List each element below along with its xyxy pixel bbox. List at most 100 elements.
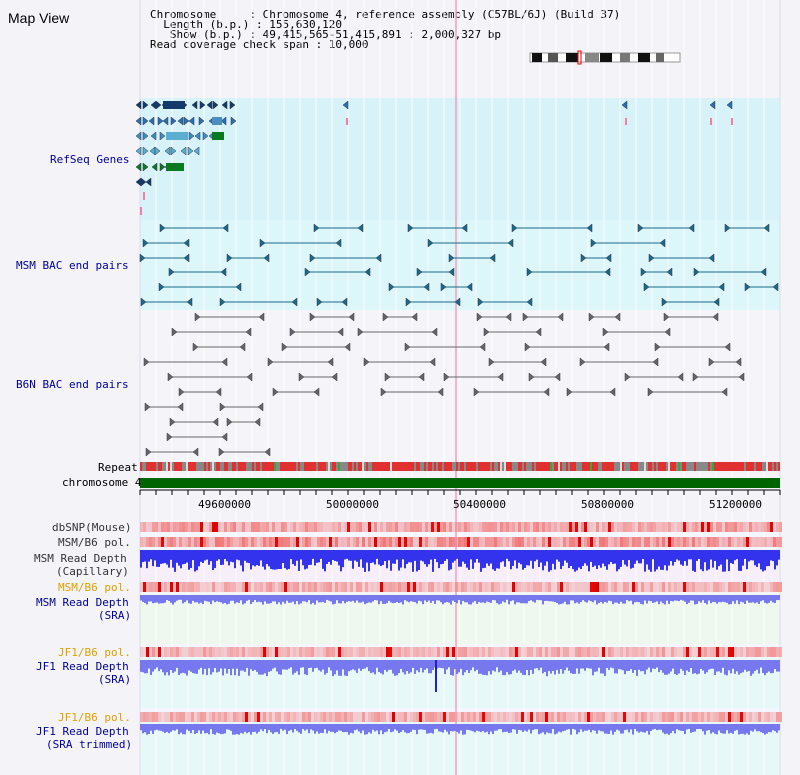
jf1-b6-pol-cell — [242, 647, 245, 657]
msm-b6-pol2-cell — [173, 582, 176, 592]
jf1-b6-pol2-cell — [629, 712, 632, 722]
jf1-b6-pol-cell — [761, 647, 764, 657]
msm-sra-depth-bar — [472, 595, 474, 603]
jf1-b6-pol2-cell — [467, 712, 470, 722]
jf1-b6-pol2-cell — [203, 712, 206, 722]
msm-capillary-depth-bar — [490, 550, 492, 564]
msm-b6-pol-cell — [497, 537, 500, 547]
jf1-b6-pol2-cell — [533, 712, 536, 722]
repeat-segment — [172, 462, 174, 471]
jf1-b6-pol-cell — [413, 647, 416, 657]
jf1-trim-depth-bar — [574, 724, 576, 730]
repeat-segment — [706, 462, 708, 471]
msm-capillary-depth-bar — [208, 550, 210, 565]
dbsnp-cell — [581, 522, 584, 532]
msm-b6-pol2-cell — [428, 582, 431, 592]
feature-arrow — [380, 387, 387, 397]
repeat-segment — [506, 462, 508, 471]
jf1-trim-depth-bar — [520, 724, 522, 731]
msm-sra-depth-bar — [602, 595, 604, 604]
msm-b6-pol2-cell — [683, 582, 686, 592]
jf1-trim-depth-bar — [366, 724, 368, 735]
msm-b6-pol2-cell — [512, 582, 515, 592]
jf1-b6-pol-cell — [752, 647, 755, 657]
repeat-segment — [224, 462, 226, 471]
dbsnp-cell — [407, 522, 410, 532]
jf1-trim-depth-bar — [468, 724, 470, 730]
jf1-b6-pol2-cell — [200, 712, 203, 722]
jf1-sra-depth-bar — [276, 660, 278, 672]
msm-sra-depth-bar — [558, 595, 560, 605]
msm-sra-depth-bar — [302, 595, 304, 602]
msm-sra-depth-bar — [168, 595, 170, 601]
jf1-trim-depth-bar — [580, 724, 582, 730]
msm-b6-pol-cell — [263, 537, 266, 547]
msm-b6-pol2-cell — [152, 582, 155, 592]
msm-b6-pol2-cell — [488, 582, 491, 592]
repeat-segment — [684, 462, 686, 471]
repeat-segment — [640, 462, 642, 471]
msm-capillary-depth-bar — [282, 550, 284, 564]
msm-b6-pol2-cell — [236, 582, 239, 592]
jf1-sra-depth-bar — [670, 660, 672, 672]
feature-arrow — [488, 357, 495, 367]
axis-tick-label: 51200000 — [709, 498, 762, 511]
repeat-segment — [466, 462, 468, 471]
jf1-sra-depth-bar — [496, 660, 498, 668]
msm-b6-pol-cell — [539, 537, 542, 547]
jf1-trim-depth-bar — [514, 724, 516, 730]
jf1-b6-pol2-cell — [170, 712, 173, 722]
jf1-read-depth-sub: (SRA) — [98, 673, 132, 686]
jf1-sra-depth-bar — [702, 660, 704, 671]
msm-sra-depth-bar — [234, 595, 236, 604]
msm-sra-depth-bar — [760, 595, 762, 602]
jf1-b6-pol2-cell — [338, 712, 341, 722]
msm-sra-depth-bar — [644, 595, 646, 601]
msm-sra-depth-bar — [378, 595, 380, 605]
jf1-b6-pol2-cell — [566, 712, 569, 722]
msm-b6-pol2-cell — [350, 582, 353, 592]
msm-capillary-depth-bar — [440, 550, 442, 565]
jf1-trim-depth-bar — [294, 724, 296, 730]
jf1-sra-depth-bar — [532, 660, 534, 674]
feature-arrow — [647, 387, 654, 397]
feature-arrow — [169, 417, 176, 427]
jf1-sra-depth-bar — [428, 660, 430, 674]
feature-arrow — [164, 146, 171, 156]
msm-sra-depth-bar — [736, 595, 738, 601]
repeat-segment — [340, 462, 342, 471]
msm-capillary-depth-bar — [716, 550, 718, 570]
jf1-b6-pol2-cell — [356, 712, 359, 722]
msm-capillary-depth-bar — [310, 550, 312, 565]
feature-arrow — [177, 402, 184, 412]
repeat-segment — [420, 462, 422, 471]
dbsnp-cell — [647, 522, 650, 532]
msm-capillary-depth-bar — [746, 550, 748, 570]
msm-capillary-depth-bar — [596, 550, 598, 569]
msm-sra-depth-bar — [470, 595, 472, 605]
jf1-b6-pol2-cell — [557, 712, 560, 722]
jf1-trim-depth-bar — [534, 724, 536, 730]
msm-sra-depth-bar — [650, 595, 652, 602]
msm-capillary-depth-bar — [348, 550, 350, 561]
repeat-segment — [218, 462, 220, 471]
repeat-segment — [458, 462, 460, 471]
jf1-b6-pol2-cell — [440, 712, 443, 722]
jf1-b6-pol2-cell — [263, 712, 266, 722]
axis-tick-label: 50800000 — [581, 498, 634, 511]
jf1-trim-depth-bar — [728, 724, 730, 734]
jf1-sra-depth-bar — [150, 660, 152, 675]
msm-b6-pol-cell — [452, 537, 455, 547]
jf1-b6-pol-cell — [386, 647, 389, 657]
dbsnp-cell — [149, 522, 152, 532]
jf1-b6-pol2-cell — [332, 712, 335, 722]
jf1-b6-pol2-cell — [443, 712, 446, 722]
jf1-b6-pol2-cell — [326, 712, 329, 722]
jf1-sra-depth-bar — [716, 660, 718, 672]
dbsnp-cell — [209, 522, 212, 532]
gene-tick — [710, 118, 712, 125]
msm-sra-depth-bar — [416, 595, 418, 604]
msm-capillary-depth-bar — [432, 550, 434, 572]
jf1-sra-depth-bar — [156, 660, 158, 668]
